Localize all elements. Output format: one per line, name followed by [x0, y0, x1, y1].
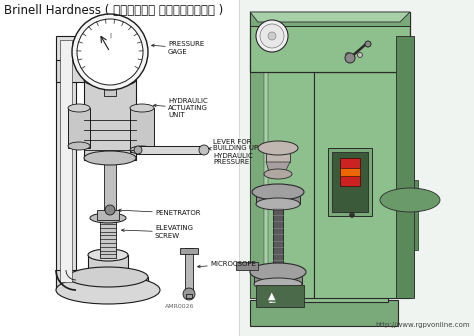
Circle shape [183, 288, 195, 300]
Bar [239, 0, 474, 336]
Ellipse shape [68, 267, 148, 287]
Bar [340, 168, 360, 176]
Ellipse shape [130, 146, 154, 154]
Bar [88, 255, 128, 279]
Text: MICROCSOPE: MICROCSOPE [198, 261, 256, 268]
Bar [0, 0, 239, 336]
Ellipse shape [56, 276, 160, 304]
Ellipse shape [68, 142, 90, 150]
Text: LEVER FOR
BUILDING UP
HYDRAULIC
PRESSURE: LEVER FOR BUILDING UP HYDRAULIC PRESSURE [209, 138, 258, 166]
Text: AMR0026: AMR0026 [165, 304, 195, 309]
Text: ELEVATING
SCREW: ELEVATING SCREW [121, 225, 193, 239]
Bar [97, 210, 119, 220]
Polygon shape [250, 12, 410, 22]
Circle shape [346, 52, 350, 57]
Bar [185, 248, 193, 294]
Text: PRESSURE
GAGE: PRESSURE GAGE [152, 42, 204, 54]
Text: HYDRAULIC
ACTUATING
UNIT: HYDRAULIC ACTUATING UNIT [154, 98, 208, 118]
Bar [254, 276, 302, 284]
Text: http://www.rgpvonline.com: http://www.rgpvonline.com [375, 322, 470, 328]
Ellipse shape [254, 278, 302, 290]
Text: ▲: ▲ [268, 291, 276, 301]
Bar [56, 60, 136, 82]
Circle shape [72, 14, 148, 90]
Circle shape [357, 52, 363, 57]
Text: ═══: ═══ [268, 301, 276, 305]
Bar [398, 180, 418, 250]
Ellipse shape [90, 213, 126, 223]
Bar [130, 108, 154, 152]
Text: |: | [109, 32, 111, 38]
Bar [256, 285, 304, 307]
Bar [250, 12, 410, 72]
Bar [250, 12, 410, 26]
Bar [340, 158, 360, 186]
Circle shape [365, 41, 371, 47]
Ellipse shape [84, 73, 136, 87]
Ellipse shape [130, 104, 154, 112]
Bar [68, 108, 90, 148]
Bar [186, 294, 192, 298]
Bar [258, 290, 388, 302]
Ellipse shape [258, 141, 298, 155]
Bar [104, 88, 116, 96]
Ellipse shape [256, 198, 300, 210]
Bar [273, 204, 283, 272]
Ellipse shape [264, 169, 292, 179]
Bar [266, 148, 290, 162]
Circle shape [256, 20, 288, 52]
Circle shape [268, 32, 276, 40]
Bar [256, 196, 300, 204]
Circle shape [199, 145, 209, 155]
Circle shape [260, 24, 284, 48]
Bar [250, 300, 398, 326]
Bar [332, 152, 368, 212]
Bar [264, 36, 268, 298]
Text: Brinell Hardness ( ब्रिनल हार्डनेस ): Brinell Hardness ( ब्रिनल हार्डनेस ) [4, 4, 223, 17]
Text: PENETRATOR: PENETRATOR [118, 209, 201, 216]
Ellipse shape [380, 188, 440, 212]
Bar [236, 262, 258, 270]
Bar [100, 222, 116, 258]
Bar [328, 148, 372, 216]
Circle shape [349, 212, 355, 217]
Bar [314, 72, 410, 298]
Bar [60, 40, 72, 282]
Bar [396, 36, 414, 298]
Ellipse shape [84, 151, 136, 165]
Circle shape [105, 205, 115, 215]
Polygon shape [266, 162, 290, 174]
Bar [250, 36, 264, 298]
Bar [250, 36, 314, 298]
Bar [180, 248, 198, 254]
Ellipse shape [252, 184, 304, 200]
Ellipse shape [88, 249, 128, 261]
Bar [104, 158, 116, 210]
Bar [136, 146, 204, 154]
Circle shape [134, 146, 142, 154]
Bar [84, 80, 136, 160]
Bar [400, 40, 414, 296]
Circle shape [77, 19, 143, 85]
Ellipse shape [68, 104, 90, 112]
Ellipse shape [250, 263, 306, 281]
Circle shape [345, 53, 355, 63]
Bar [56, 270, 112, 290]
Bar [68, 277, 148, 291]
Bar [56, 36, 76, 286]
